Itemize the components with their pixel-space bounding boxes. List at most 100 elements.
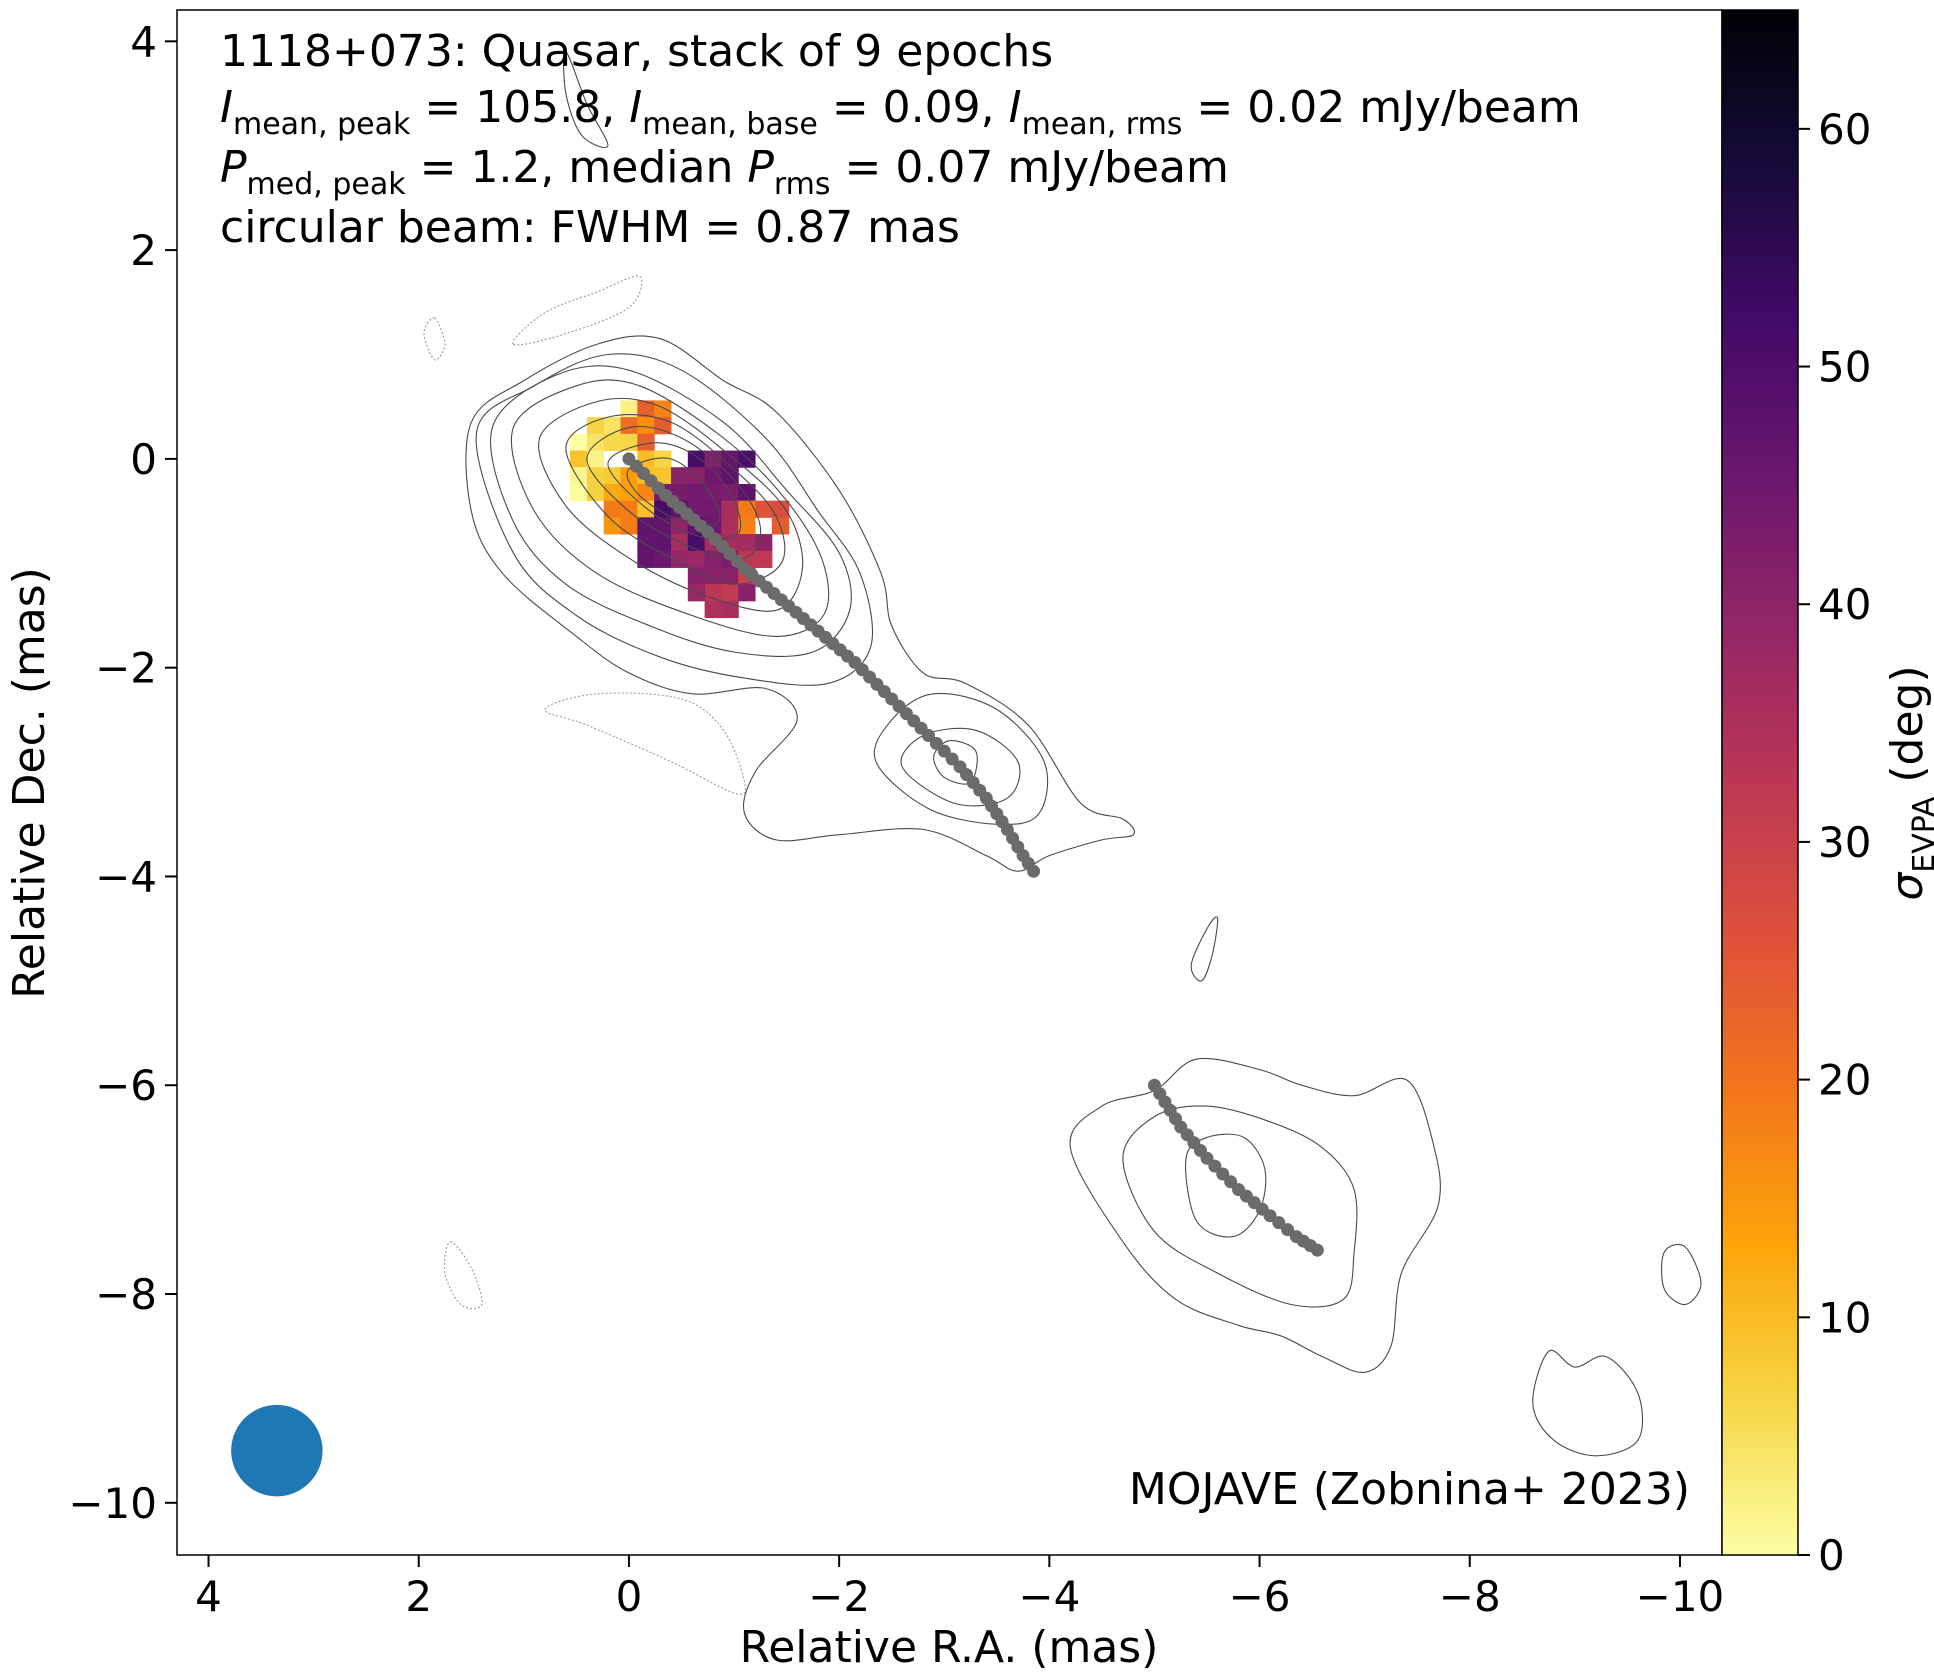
pol-pixel bbox=[687, 550, 706, 568]
intensity-contour bbox=[933, 740, 978, 785]
ridgeline-point bbox=[1272, 1216, 1286, 1230]
i-peak-value: = 105.8, bbox=[410, 82, 629, 133]
pol-pixel bbox=[603, 483, 622, 502]
pol-pixel bbox=[687, 450, 706, 468]
colorbar-tick-label: 50 bbox=[1818, 343, 1871, 392]
pol-pixel bbox=[603, 517, 622, 535]
intensity-contour bbox=[1661, 1243, 1702, 1306]
ridgeline-point bbox=[945, 752, 959, 766]
ridgeline-layer bbox=[622, 452, 1324, 1257]
p-peak-subscript: med, peak bbox=[247, 167, 407, 202]
pol-pixel bbox=[654, 500, 672, 518]
x-tick-label: 2 bbox=[405, 1572, 432, 1621]
pol-pixel bbox=[704, 600, 722, 619]
intensity-contour bbox=[475, 353, 874, 686]
negative-contour bbox=[423, 317, 446, 361]
pol-pixel bbox=[654, 417, 672, 435]
x-tick-label: −8 bbox=[1439, 1572, 1501, 1621]
annotation-block: 1118+073: Quasar, stack of 9 epochs Imea… bbox=[220, 26, 1581, 253]
x-tick-label: −4 bbox=[1018, 1572, 1080, 1621]
intensity-contour bbox=[538, 397, 804, 612]
pol-pixel bbox=[637, 517, 655, 535]
plot-background bbox=[177, 10, 1722, 1555]
ridgeline-point bbox=[921, 729, 935, 743]
pol-pixel bbox=[738, 450, 756, 468]
pol-pixel bbox=[603, 417, 622, 435]
pol-pixel bbox=[637, 433, 655, 452]
x-axis-ticks: 4 2 0 −2 −4 −6 −8 −10 bbox=[195, 1555, 1724, 1621]
pol-pixel bbox=[721, 450, 739, 468]
y-axis-label: Relative Dec. (mas) bbox=[4, 567, 55, 999]
pol-pixel bbox=[654, 517, 672, 535]
ridgeline-point bbox=[1310, 1243, 1324, 1257]
colorbar-label: σEVPA (deg) bbox=[1882, 665, 1934, 900]
x-tick-label: −6 bbox=[1229, 1572, 1291, 1621]
pol-pixel bbox=[570, 483, 588, 502]
x-tick-label: 4 bbox=[195, 1572, 222, 1621]
y-tick-label: −6 bbox=[95, 1061, 157, 1110]
pol-pixel bbox=[586, 450, 605, 468]
pol-pixel bbox=[738, 534, 756, 552]
y-tick-label: 2 bbox=[130, 226, 157, 275]
pol-pixel bbox=[654, 534, 672, 552]
pol-pixel bbox=[721, 584, 739, 602]
pol-pixel bbox=[771, 500, 790, 518]
intensity-contour bbox=[607, 442, 742, 540]
intensity-contour bbox=[1122, 1105, 1358, 1308]
intensity-contour bbox=[563, 51, 609, 149]
pol-pixel bbox=[721, 517, 739, 535]
p-rms-value: = 0.07 mJy/beam bbox=[831, 142, 1229, 193]
annotation-line-4: circular beam: FWHM = 0.87 mas bbox=[220, 202, 960, 253]
pol-pixel bbox=[738, 517, 756, 535]
colorbar bbox=[1722, 10, 1798, 1555]
negative-contour bbox=[512, 275, 643, 346]
x-axis-label: Relative R.A. (mas) bbox=[740, 1622, 1159, 1673]
pol-pixel bbox=[654, 550, 672, 568]
pol-pixel bbox=[721, 500, 739, 518]
pol-pixel bbox=[738, 584, 756, 602]
pol-pixel bbox=[637, 400, 655, 418]
pol-pixel bbox=[654, 467, 672, 485]
intensity-contour bbox=[465, 335, 1136, 872]
p-peak-value: = 1.2, median bbox=[406, 142, 748, 193]
annotation-line-1: 1118+073: Quasar, stack of 9 epochs bbox=[220, 26, 1053, 77]
colorbar-tick-label: 20 bbox=[1818, 1056, 1871, 1105]
colorbar-ticks: 0 10 20 30 40 50 60 bbox=[1798, 105, 1871, 1580]
negative-contour bbox=[544, 692, 746, 795]
i-base-subscript: mean, base bbox=[642, 107, 818, 142]
pol-pixel bbox=[620, 417, 638, 435]
ridgeline-point bbox=[1200, 1151, 1214, 1165]
beam-layer bbox=[231, 1404, 323, 1497]
intensity-contour bbox=[1069, 1057, 1441, 1373]
colorbar-tick-label: 40 bbox=[1818, 580, 1871, 629]
pol-pixel bbox=[755, 550, 773, 568]
pol-pixel bbox=[586, 433, 605, 452]
pol-pixel bbox=[586, 417, 605, 435]
annotation-line-3: Pmed, peak = 1.2, median Prms = 0.07 mJy… bbox=[220, 142, 1229, 202]
pol-pixel bbox=[620, 500, 638, 518]
pol-pixel bbox=[570, 450, 588, 468]
ridgeline-point bbox=[929, 736, 943, 750]
pol-pixel bbox=[654, 450, 672, 468]
colorbar-tick-label: 10 bbox=[1818, 1293, 1871, 1342]
pol-pixel bbox=[654, 400, 672, 418]
pol-pixel bbox=[603, 433, 622, 452]
credit-label: MOJAVE (Zobnina+ 2023) bbox=[1129, 1464, 1690, 1515]
pol-pixel bbox=[687, 483, 706, 502]
pol-pixel bbox=[738, 483, 756, 502]
intensity-contour bbox=[1532, 1349, 1644, 1457]
y-tick-label: −2 bbox=[95, 644, 157, 693]
pol-pixel bbox=[704, 500, 722, 518]
x-tick-label: 0 bbox=[616, 1572, 643, 1621]
colorbar-tick-label: 60 bbox=[1818, 105, 1871, 154]
colorbar-tick-label: 0 bbox=[1818, 1531, 1845, 1580]
pol-pixel bbox=[755, 500, 773, 518]
y-tick-label: −8 bbox=[95, 1270, 157, 1319]
intensity-contour bbox=[626, 457, 721, 526]
pol-pixel bbox=[603, 500, 622, 518]
pol-pixel bbox=[670, 467, 689, 485]
pol-pixel bbox=[670, 550, 689, 568]
pol-pixel bbox=[704, 550, 722, 568]
y-axis-ticks: 4 2 0 −2 −4 −6 −8 −10 bbox=[68, 17, 177, 1528]
y-tick-label: −4 bbox=[95, 852, 157, 901]
